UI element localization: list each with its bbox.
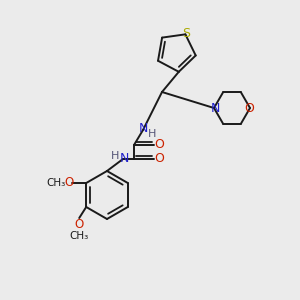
Text: H: H	[111, 151, 119, 161]
Text: H: H	[148, 129, 156, 139]
Text: N: N	[210, 101, 220, 115]
Text: N: N	[138, 122, 148, 136]
Text: O: O	[244, 101, 254, 115]
Text: CH₃: CH₃	[70, 231, 89, 241]
Text: S: S	[182, 27, 190, 40]
Text: O: O	[64, 176, 74, 188]
Text: O: O	[75, 218, 84, 230]
Text: O: O	[154, 152, 164, 166]
Text: N: N	[119, 152, 129, 164]
Text: O: O	[154, 139, 164, 152]
Text: CH₃: CH₃	[46, 178, 66, 188]
